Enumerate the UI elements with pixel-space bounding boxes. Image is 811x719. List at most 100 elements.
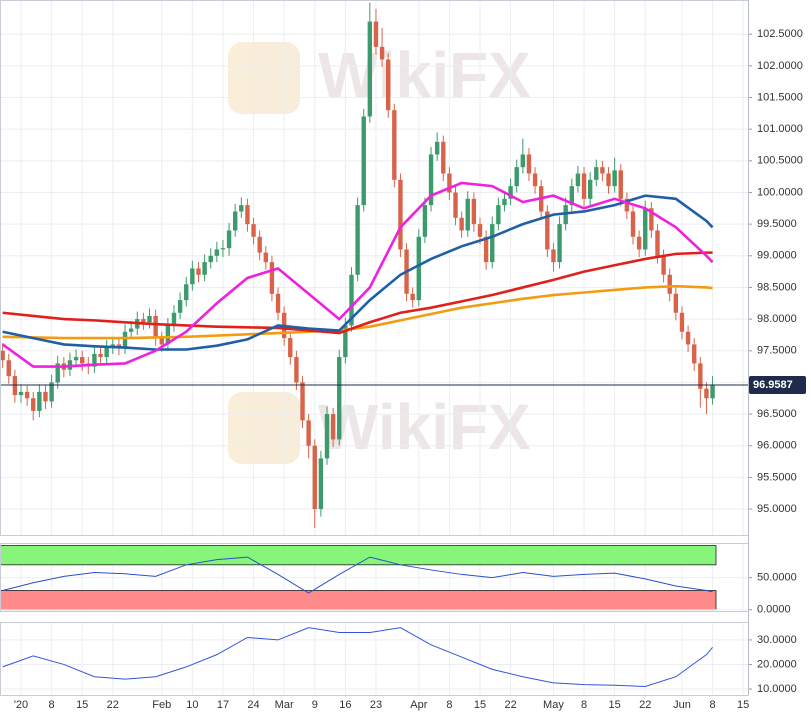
band [0,590,717,611]
candle-body [692,344,697,364]
watermark: WikiFX [318,39,531,111]
candle-body [190,268,195,285]
candle-body [165,325,171,345]
candle-body [226,230,232,249]
x-tick-label: 9 [312,699,318,711]
x-tick-label: Mar [275,699,294,711]
y-tick-label: 95.0000 [757,503,797,515]
candle-body [636,236,642,250]
candle-body [502,198,507,206]
candle-body [251,224,256,237]
candle-body [465,198,470,231]
candle-body [698,363,703,389]
candle-body [245,205,250,225]
band [0,545,717,566]
indicator-line [2,556,713,594]
x-tick-label: 24 [247,699,259,711]
x-tick-label: 8 [710,699,716,711]
y-tick-label: 101.0000 [757,123,803,135]
candle-body [177,300,183,313]
watermarks: WikiFX WikiFX [228,39,531,464]
candle-body [679,312,685,332]
candle-body [685,331,691,345]
candle-body [263,252,268,263]
candle-body [569,186,575,206]
candle-body [385,59,391,111]
candle-body [269,262,275,294]
candle-body [239,205,244,212]
candle-body [447,173,452,193]
candle-body [220,248,226,250]
y-tick-label: 20.0000 [757,658,797,670]
candle-body [49,382,54,402]
x-tick-label: Apr [410,699,427,711]
candle-body [73,357,79,361]
candle-body [618,170,623,199]
candle-body [184,284,189,301]
x-tick-label: 15 [474,699,486,711]
x-tick-label: 22 [639,699,651,711]
candle-body [349,274,354,326]
candle-body [0,350,5,361]
x-tick-label: Jun [673,699,691,711]
candle-body [104,347,109,358]
y-tick-label: 99.5000 [757,218,797,230]
candle-body [398,179,403,250]
x-tick-label: 22 [107,699,119,711]
candle-body [667,274,672,294]
y-tick-label: 100.0000 [757,186,803,198]
x-tick-label: 16 [339,699,351,711]
candle-body [6,360,11,377]
x-tick-label: May [543,699,564,711]
y-tick-label: 98.0000 [757,313,797,325]
y-tick-label: 96.5000 [757,408,797,420]
y-tick-label: 100.5000 [757,155,803,167]
candle-body [141,319,146,323]
candle-body [55,363,60,383]
candle-body [392,110,397,180]
candle-body [606,173,611,187]
candle-body [37,391,42,411]
candle-body [92,353,97,367]
candle-body [275,293,281,313]
x-tick-label: '20 [14,699,28,711]
candle-body [471,198,477,225]
candle-body [453,192,458,218]
last-price-box [749,376,806,395]
candle-body [318,458,324,510]
candle-body [294,357,299,383]
candle-body [12,376,18,396]
candle-body [159,338,164,345]
candle-body [532,173,538,187]
candle-body [612,170,617,187]
candle-body [428,154,434,206]
y-tick-label: 97.5000 [757,345,797,357]
y-tick-label: 95.5000 [757,471,797,483]
candle-body [704,388,709,399]
candle-body [661,255,666,275]
y-tick-label: 98.5000 [757,281,797,293]
x-tick-label: 15 [737,699,749,711]
watermark-logo [228,42,300,114]
x-tick-label: 17 [217,699,229,711]
candle-body [575,173,581,187]
y-tick-label: 30.0000 [757,634,797,646]
candle-body [122,331,128,348]
indicator-line [1,181,714,368]
x-tick-label: 15 [609,699,621,711]
candle-body [153,315,158,339]
y-tick-label: 99.0000 [757,250,797,262]
y-tick-label: 102.5000 [757,28,803,40]
candle-body [79,357,85,364]
watermark-logo [228,392,300,464]
candle-body [490,224,495,263]
candle-body [557,224,562,263]
candle-body [343,325,348,358]
candle-body [410,293,415,301]
y-tick-label: 102.0000 [757,60,803,72]
candle-body [232,211,238,231]
candle-body [147,315,152,323]
candle-body [43,391,48,402]
candle-body [581,173,587,199]
